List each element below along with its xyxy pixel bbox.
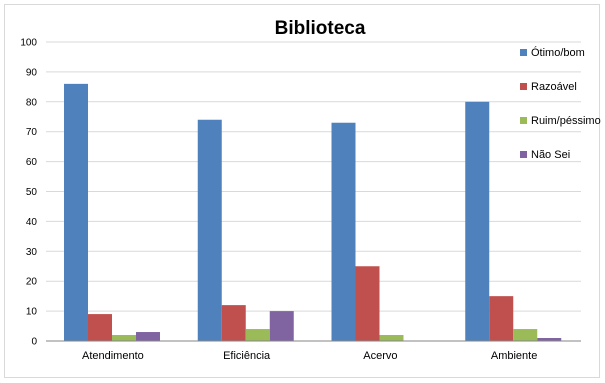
y-tick-label: 0 (31, 337, 37, 348)
y-tick-label: 10 (26, 307, 38, 318)
bar (245, 329, 270, 341)
bar (112, 335, 136, 341)
chart-title: Biblioteca (275, 18, 366, 39)
legend-label: Ótimo/bom (531, 46, 585, 59)
bar (64, 83, 88, 342)
legend: Ótimo/bom Razoável Ruim/péssimo Não Sei (520, 46, 601, 161)
y-axis-ticks: 0 10 20 30 40 50 60 70 80 90 100 (20, 38, 37, 348)
legend-swatch (520, 49, 527, 56)
legend-swatch (520, 117, 527, 124)
y-tick-label: 100 (20, 38, 37, 49)
bars (64, 83, 562, 342)
bar (355, 266, 380, 341)
bar (379, 335, 404, 341)
x-category-label: Ambiente (491, 350, 537, 362)
bar (221, 305, 246, 341)
bar (331, 122, 356, 341)
bar (513, 329, 538, 341)
legend-swatch (520, 83, 527, 90)
y-tick-label: 60 (26, 157, 38, 168)
y-tick-label: 50 (26, 187, 38, 198)
y-tick-label: 80 (26, 97, 38, 108)
bar (465, 101, 490, 341)
bar (88, 314, 112, 341)
x-category-label: Atendimento (82, 350, 144, 362)
legend-swatch (520, 151, 527, 158)
bar (537, 338, 562, 341)
legend-label: Razoável (531, 81, 577, 93)
bar (269, 311, 294, 341)
y-tick-label: 40 (26, 217, 38, 228)
bar (489, 296, 514, 341)
y-tick-label: 70 (26, 127, 38, 138)
bar (136, 332, 160, 341)
y-tick-label: 30 (26, 247, 38, 258)
legend-label: Não Sei (531, 149, 570, 161)
x-category-label: Eficiência (223, 350, 271, 362)
y-tick-label: 20 (26, 277, 38, 288)
y-tick-label: 90 (26, 67, 38, 78)
x-axis-categories: Atendimento Eficiência Acervo Ambiente (82, 350, 537, 362)
bar (197, 119, 222, 342)
gridlines (46, 41, 581, 312)
legend-label: Ruim/péssimo (531, 115, 601, 127)
x-category-label: Acervo (363, 350, 397, 362)
